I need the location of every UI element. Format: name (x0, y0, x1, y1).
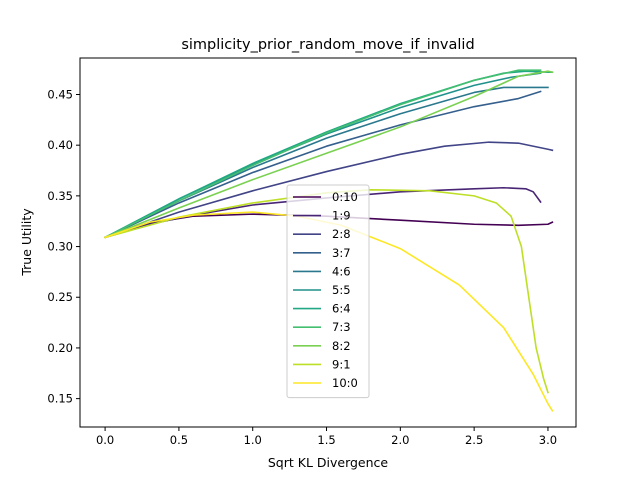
legend-label-1: 1:9 (332, 209, 351, 223)
x-axis-label: Sqrt KL Divergence (268, 455, 389, 470)
series-group (104, 69, 554, 412)
legend-label-3: 3:7 (332, 246, 351, 260)
legend-label-2: 2:8 (332, 227, 351, 241)
legend-label-5: 5:5 (332, 283, 351, 297)
series-line-3 (104, 90, 542, 239)
legend-box (286, 184, 370, 399)
y-tick-label: 0.30 (47, 240, 73, 254)
y-axis-label: True Utility (19, 208, 34, 277)
y-tick-label: 0.20 (47, 341, 73, 355)
legend-label-7: 7:3 (332, 320, 351, 334)
y-tick-label: 0.35 (47, 189, 73, 203)
x-tick-label: 1.0 (244, 433, 262, 447)
series-line-2 (104, 141, 554, 239)
y-tick-label: 0.45 (47, 87, 73, 101)
x-tick-label: 1.5 (317, 433, 335, 447)
x-tick-label: 3.0 (539, 433, 557, 447)
y-tick-label: 0.40 (47, 138, 73, 152)
legend-label-4: 4:6 (332, 264, 351, 278)
legend-label-8: 8:2 (332, 339, 351, 353)
legend-label-10: 10:0 (332, 376, 358, 390)
series-line-9 (104, 188, 549, 394)
legend-label-6: 6:4 (332, 302, 351, 316)
plot-frame (79, 57, 577, 428)
y-axis: 0.15 0.20 0.25 0.30 0.35 0.40 0.45 (47, 87, 80, 406)
x-tick-label: 0.0 (96, 433, 114, 447)
legend-label-9: 9:1 (332, 357, 351, 371)
x-tick-label: 2.5 (465, 433, 483, 447)
series-line-10 (104, 211, 554, 412)
x-axis: 0.0 0.5 1.0 1.5 2.0 2.5 3.0 (96, 427, 557, 447)
series-line-8 (104, 70, 554, 239)
x-tick-label: 2.0 (391, 433, 409, 447)
chart-title: simplicity_prior_random_move_if_invalid (181, 37, 474, 53)
legend-label-0: 0:10 (332, 190, 358, 204)
legend: 0:10 1:9 2:8 3:7 4:6 5:5 6:4 7:3 8:2 9:1 10:0 (286, 184, 370, 399)
x-tick-label: 0.5 (170, 433, 188, 447)
y-tick-label: 0.25 (47, 290, 73, 304)
series-line-7 (104, 69, 542, 239)
plot-area (79, 57, 577, 428)
y-tick-label: 0.15 (47, 392, 73, 406)
